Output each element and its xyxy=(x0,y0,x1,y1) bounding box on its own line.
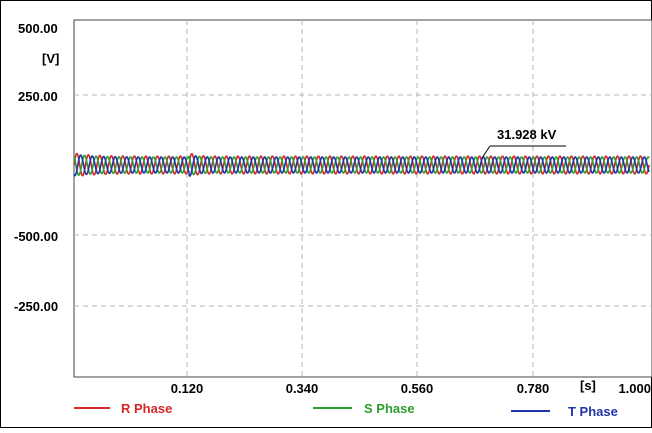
x-tick-label-0340: 0.340 xyxy=(286,381,319,396)
x-tick-label-0120: 0.120 xyxy=(171,381,204,396)
x-tick-label-1000: 1.000 xyxy=(618,381,651,396)
series-line-t-phase xyxy=(73,154,650,177)
y-tick-label-500: 500.00 xyxy=(18,21,58,36)
series-layer xyxy=(73,152,650,177)
x-tick-label-0780: 0.780 xyxy=(517,381,550,396)
x-tick-label-0560: 0.560 xyxy=(401,381,434,396)
legend-label-s-phase: S Phase xyxy=(364,401,415,416)
y-tick-label-neg500: -500.00 xyxy=(14,229,58,244)
annotation-label: 31.928 kV xyxy=(497,127,557,142)
plot-area xyxy=(73,19,652,378)
y-tick-label-250: 250.00 xyxy=(18,89,58,104)
y-tick-label-neg250: -250.00 xyxy=(14,299,58,314)
legend: R Phase S Phase T Phase xyxy=(74,401,618,419)
x-axis-unit: [s] xyxy=(580,378,596,393)
series-line-r-phase xyxy=(73,152,650,177)
legend-label-r-phase: R Phase xyxy=(121,401,172,416)
series-line-s-phase xyxy=(73,154,650,176)
y-axis-unit: [V] xyxy=(42,51,59,66)
annotation-pointer xyxy=(481,145,491,159)
legend-label-t-phase: T Phase xyxy=(568,404,618,419)
